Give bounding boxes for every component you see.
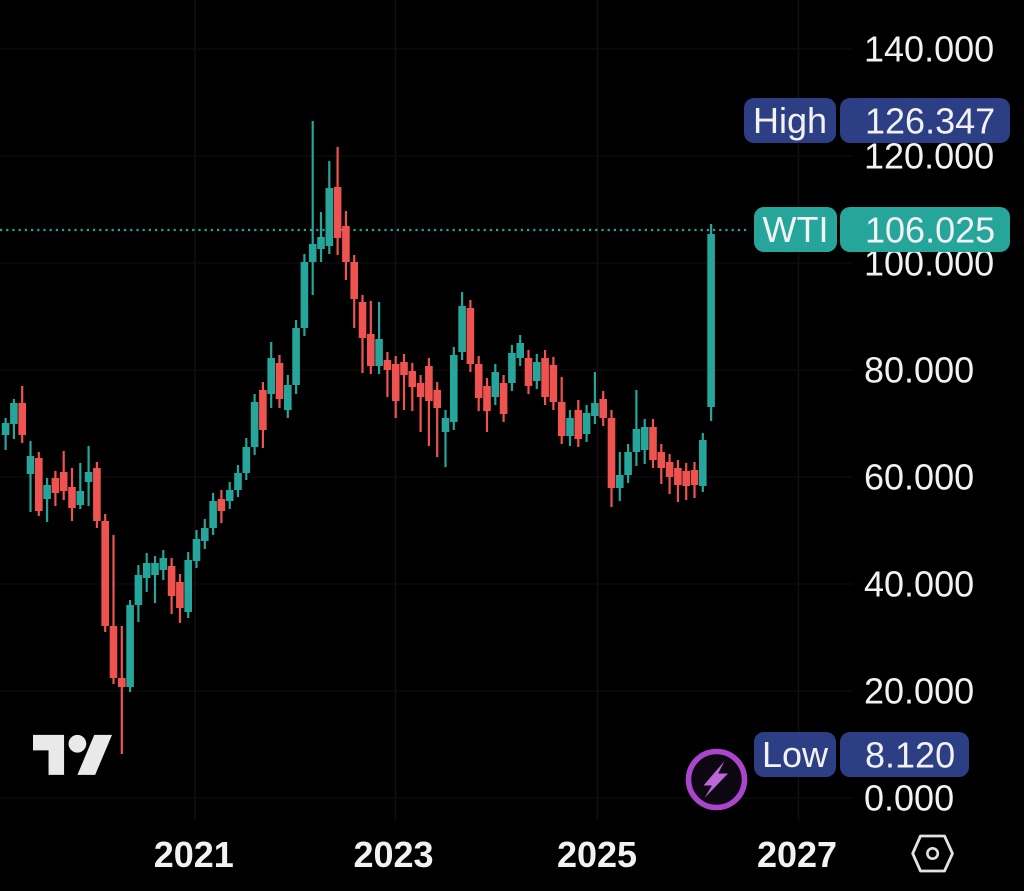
svg-text:8.120: 8.120 — [865, 735, 955, 776]
svg-text:106.025: 106.025 — [865, 210, 995, 251]
svg-text:2027: 2027 — [757, 834, 837, 875]
svg-text:40.000: 40.000 — [864, 564, 974, 605]
svg-text:126.347: 126.347 — [865, 101, 995, 142]
svg-text:2021: 2021 — [154, 834, 234, 875]
svg-text:Low: Low — [762, 734, 829, 775]
svg-text:High: High — [753, 100, 827, 141]
svg-text:140.000: 140.000 — [864, 29, 994, 70]
svg-text:WTI: WTI — [763, 209, 829, 250]
svg-text:20.000: 20.000 — [864, 671, 974, 712]
svg-text:2023: 2023 — [353, 834, 433, 875]
svg-text:80.000: 80.000 — [864, 350, 974, 391]
svg-text:0.000: 0.000 — [864, 778, 954, 819]
svg-text:60.000: 60.000 — [864, 457, 974, 498]
svg-text:2025: 2025 — [557, 834, 637, 875]
